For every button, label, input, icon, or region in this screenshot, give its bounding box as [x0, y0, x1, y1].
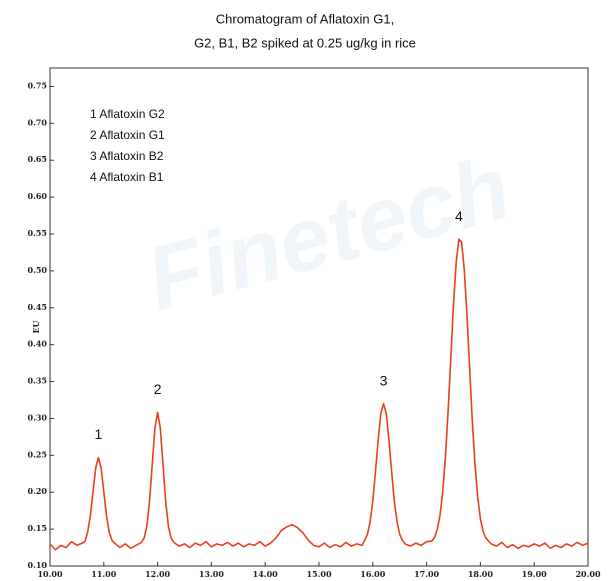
y-tick-label: 0.40	[28, 339, 48, 349]
y-tick-label: 0.65	[28, 154, 47, 164]
y-tick-label: 0.60	[28, 191, 48, 201]
x-tick-label: 15.00	[306, 569, 331, 579]
x-tick-label: 10.00	[37, 569, 62, 579]
y-tick-label: 0.50	[28, 265, 48, 275]
y-axis-label: EU	[31, 320, 41, 333]
x-tick-label: 11.00	[91, 569, 116, 579]
peak-label: 3	[380, 372, 388, 388]
x-tick-label: 13.00	[199, 569, 224, 579]
x-tick-label: 17.00	[414, 569, 439, 579]
x-tick-label: 19.00	[522, 569, 547, 579]
x-tick-label: 18.00	[468, 569, 493, 579]
chart-title: G2, B1, B2 spiked at 0.25 ug/kg in rice	[194, 35, 416, 50]
y-tick-label: 0.70	[28, 117, 48, 127]
legend-entry: 4 Aflatoxin B1	[90, 170, 164, 184]
y-tick-label: 0.10	[28, 560, 48, 570]
x-tick-label: 12.00	[145, 569, 170, 579]
legend-entry: 1 Aflatoxin G2	[90, 107, 165, 121]
y-tick-label: 0.15	[28, 523, 47, 533]
x-tick-label: 14.00	[253, 569, 278, 579]
peak-label: 1	[95, 426, 103, 442]
y-tick-label: 0.25	[28, 449, 47, 459]
watermark: Finetech	[137, 138, 520, 330]
y-tick-label: 0.45	[28, 302, 47, 312]
y-tick-label: 0.75	[28, 80, 47, 90]
y-tick-label: 0.30	[28, 412, 48, 422]
signal-line	[49, 238, 589, 551]
legend-entry: 2 Aflatoxin G1	[90, 128, 165, 142]
y-tick-label: 0.55	[28, 228, 47, 238]
chart-title: Chromatogram of Aflatoxin G1,	[216, 11, 394, 26]
legend-entry: 3 Aflatoxin B2	[90, 149, 164, 163]
peak-label: 4	[455, 208, 463, 224]
y-tick-label: 0.35	[28, 376, 47, 386]
x-tick-label: 20.00	[575, 569, 600, 579]
plot-frame	[49, 67, 589, 567]
y-tick-label: 0.20	[28, 486, 48, 496]
x-tick-label: 16.00	[360, 569, 385, 579]
peak-label: 2	[154, 381, 162, 397]
